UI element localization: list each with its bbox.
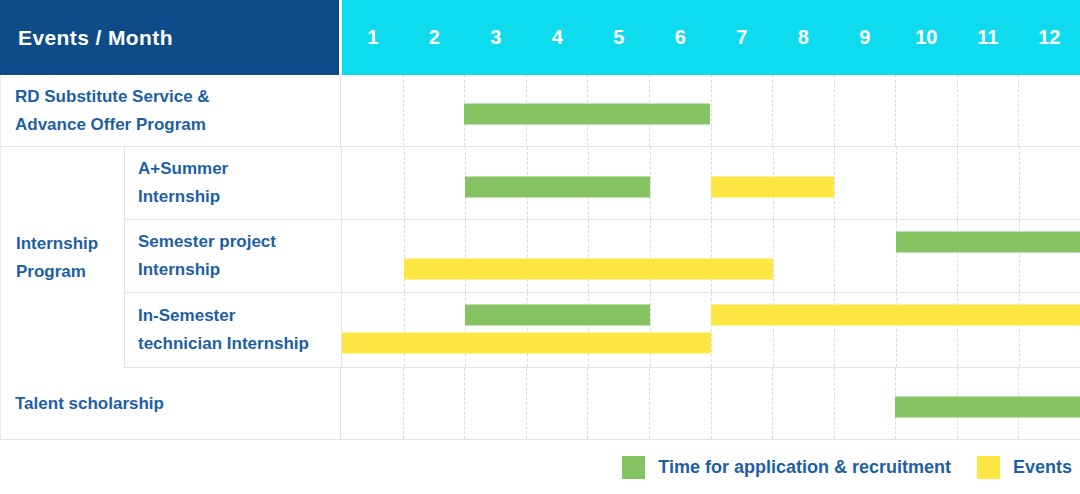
legend: Time for application & recruitment Events [0,456,1080,479]
table-header: Events / Month 123456789101112 [0,0,1080,75]
gantt-bar-application [465,176,650,197]
month-header-cell: 12 [1019,0,1080,75]
month-header-cell: 10 [896,0,958,75]
month-gridline [772,368,773,439]
month-header-cell: 6 [650,0,712,75]
month-header-cell: 4 [527,0,589,75]
month-gridline [1019,147,1020,219]
month-axis: 123456789101112 [342,0,1080,75]
gantt-bar-event [711,176,834,197]
gantt-infographic: Events / Month 123456789101112 RD Substi… [0,0,1080,494]
row-chart-area [342,147,1080,219]
row-chart-area [342,293,1080,367]
month-header-cell: 3 [465,0,527,75]
table-row: In-Semestertechnician Internship [125,293,1080,368]
gantt-bar-application [896,231,1080,252]
legend-label: Time for application & recruitment [658,457,951,478]
row-label-text: Internship [138,183,341,211]
month-gridline [895,75,896,146]
gantt-bar-application [465,305,650,326]
row-label-text: Internship [138,256,341,284]
month-gridline [403,75,404,146]
month-gridline [404,147,405,219]
month-gridline [834,368,835,439]
month-gridline [404,293,405,367]
month-gridline [588,220,589,292]
month-header-cell: 5 [588,0,650,75]
month-header-cell: 11 [957,0,1019,75]
row-label-text: Semester project [138,228,341,256]
row-label-text: Advance Offer Program [15,111,340,139]
month-gridline [650,220,651,292]
row-label: Semester projectInternship [125,220,342,292]
month-gridline [834,147,835,219]
row-group: InternshipProgramA+SummerInternshipSemes… [1,147,1080,368]
month-gridline [650,293,651,367]
row-chart-area [341,75,1080,146]
row-label: In-Semestertechnician Internship [125,293,342,367]
row-label: RD Substitute Service &Advance Offer Pro… [1,75,341,146]
gantt-bar-event [404,258,773,279]
legend-swatch-event [977,456,1000,479]
month-gridline [773,220,774,292]
legend-swatch-application [622,456,645,479]
month-gridline [403,368,404,439]
gantt-bar-event [711,305,1080,326]
month-gridline [834,220,835,292]
month-gridline [526,368,527,439]
row-label: A+SummerInternship [125,147,342,219]
row-label-text: technician Internship [138,330,341,358]
row-label: Talent scholarship [1,368,341,439]
group-label: InternshipProgram [1,147,125,368]
group-label-text: Program [16,258,124,286]
month-header-cell: 1 [342,0,404,75]
month-header-cell: 9 [834,0,896,75]
month-gridline [649,368,650,439]
row-label-text: In-Semester [138,302,341,330]
month-gridline [772,75,773,146]
group-label-text: Internship [16,230,124,258]
month-header-cell: 8 [773,0,835,75]
month-header-cell: 2 [404,0,466,75]
month-header-cell: 7 [711,0,773,75]
month-gridline [587,368,588,439]
month-gridline [404,220,405,292]
month-gridline [650,147,651,219]
gantt-bar-application [464,104,710,125]
row-chart-area [341,368,1080,439]
group-rows: A+SummerInternshipSemester projectIntern… [125,147,1080,368]
month-gridline [1018,75,1019,146]
legend-item: Events [977,456,1072,479]
row-label-text: A+Summer [138,155,341,183]
month-gridline [834,75,835,146]
month-gridline [957,147,958,219]
row-label-text: Talent scholarship [15,390,340,418]
row-label-text: RD Substitute Service & [15,83,340,111]
gantt-bar-event [342,333,711,354]
header-title-cell: Events / Month [0,0,339,75]
gantt-bar-application [895,397,1080,418]
month-gridline [896,147,897,219]
table-row: RD Substitute Service &Advance Offer Pro… [1,75,1080,147]
table-row: Talent scholarship [1,368,1080,440]
legend-item: Time for application & recruitment [622,456,951,479]
month-gridline [465,220,466,292]
month-gridline [464,368,465,439]
page-title: Events / Month [18,26,173,50]
month-gridline [711,368,712,439]
table-body: RD Substitute Service &Advance Offer Pro… [0,75,1080,440]
month-gridline [527,220,528,292]
month-gridline [957,75,958,146]
month-gridline [711,75,712,146]
table-row: A+SummerInternship [125,147,1080,220]
month-gridline [711,220,712,292]
legend-label: Events [1013,457,1072,478]
row-chart-area [342,220,1080,292]
table-row: Semester projectInternship [125,220,1080,293]
